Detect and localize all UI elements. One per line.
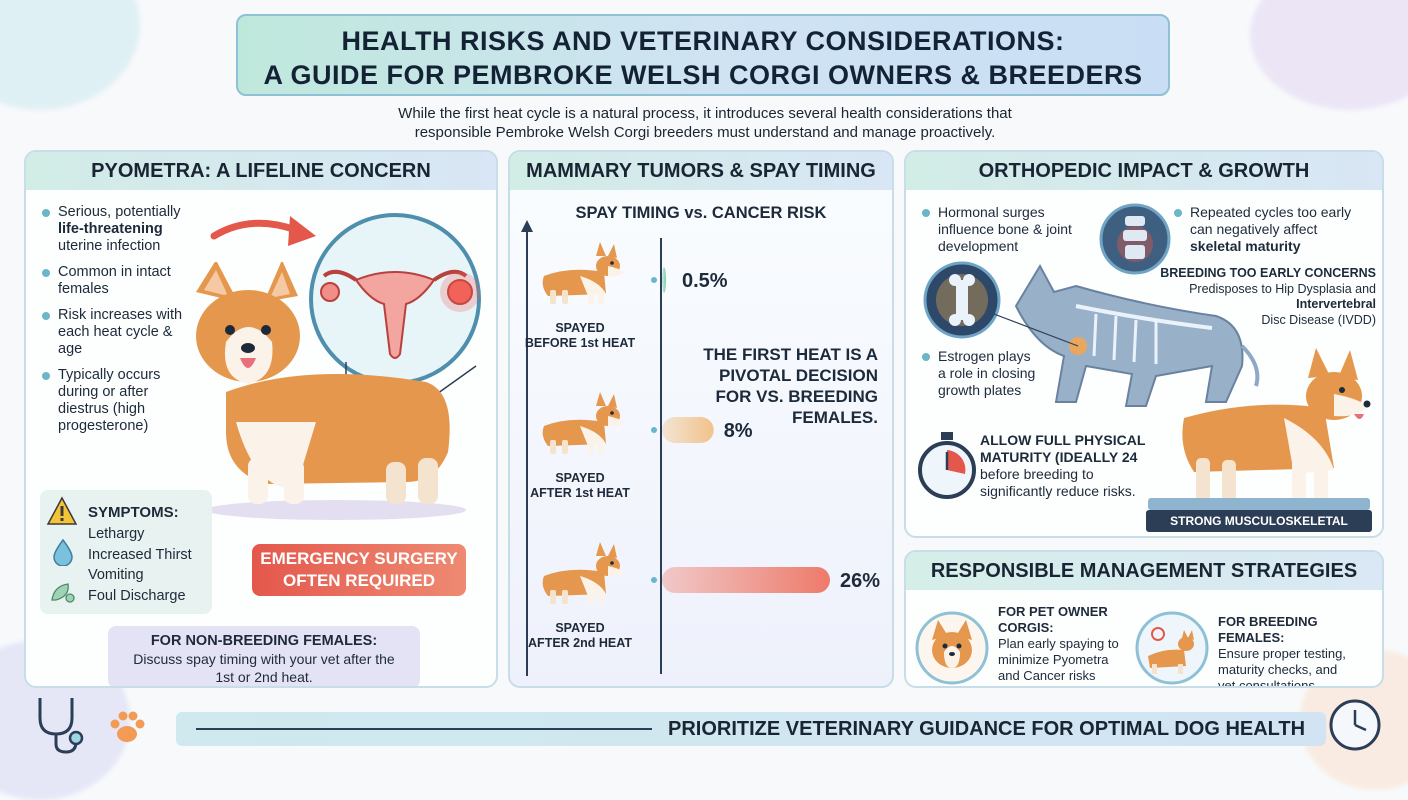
spine-icon: [1099, 203, 1171, 275]
mammary-panel: MAMMARY TUMORS & SPAY TIMING SPAY TIMING…: [508, 150, 894, 688]
bar-marker: [651, 427, 657, 433]
value-label: 8%: [724, 420, 753, 442]
title-banner: HEALTH RISKS AND VETERINARY CONSIDERATIO…: [236, 14, 1170, 96]
standing-corgi-illustration: [1182, 348, 1371, 504]
list-item: Estrogen plays a role in closing growth pl…: [922, 348, 1072, 399]
intro-line1: While the first heat cycle is a natural …: [398, 105, 1012, 122]
management-panel: RESPONSIBLE MANAGEMENT STRATEGIES FOR PE…: [904, 550, 1384, 688]
list-item: Hormonal surges influence bone & joint dev…: [922, 204, 1092, 255]
value-label: 0.5%: [682, 270, 728, 292]
category-label: BEFORE 1st HEAT: [525, 336, 636, 350]
repeated-bullet: Repeated cycles too early can negatively …: [1174, 204, 1374, 264]
bg-blob-top-right: [1250, 0, 1408, 110]
corgi-illustration: [196, 262, 466, 520]
mammary-title: MAMMARY TUMORS & SPAY TIMING: [510, 152, 892, 190]
small-corgi-icon: [542, 542, 624, 604]
orthopedic-panel: ORTHOPEDIC IMPACT & GROWTH Hormonal surg…: [904, 150, 1384, 538]
category-label: SPAYED: [555, 471, 604, 485]
leaf-icon: [51, 583, 75, 603]
breeding-corgi-avatar: [1135, 611, 1209, 685]
breeding-too-early: BREEDING TOO EARLY CONCERNS Predisposes …: [1160, 266, 1376, 327]
bar-marker: [651, 277, 657, 283]
pet-owner-strategy: FOR PET OWNER CORGIS: Plan early spaying…: [998, 604, 1119, 683]
category-label: SPAYED: [555, 321, 604, 335]
warning-icon: [46, 496, 78, 525]
list-item: Typically occurs during or after diestru…: [42, 367, 192, 435]
water-drop-icon: [53, 538, 73, 566]
paw-icon: [110, 711, 145, 742]
clock-icon: [1329, 699, 1381, 751]
hormonal-bullet: Hormonal surges influence bone & joint dev…: [922, 204, 1092, 264]
list-item: Foul Discharge: [88, 587, 186, 604]
page-title-line2: A GUIDE FOR PEMBROKE WELSH CORGI OWNERS …: [263, 60, 1143, 90]
strong-health-badge: STRONG MUSCULOSKELETAL HEALTH: [1146, 510, 1372, 532]
arrow-icon: [210, 216, 316, 246]
category-label: SPAYED: [555, 621, 604, 635]
chart-title: SPAY TIMING vs. CANCER RISK: [575, 204, 827, 222]
non-breeding-note: FOR NON-BREEDING FEMALES: Discuss spay t…: [108, 626, 420, 686]
list-item: Common in intact females: [42, 264, 192, 298]
risk-bar: [662, 267, 666, 293]
bone-icon: [923, 261, 1001, 339]
estrogen-bullet: Estrogen plays a role in closing growth pl…: [922, 348, 1072, 408]
small-corgi-icon: [542, 392, 624, 454]
bar-baseline: [660, 238, 662, 674]
emergency-badge: EMERGENCY SURGERY OFTEN REQUIRED: [252, 544, 466, 596]
stethoscope-icon: [38, 698, 84, 754]
intro-text: While the first heat cycle is a natural …: [360, 104, 1050, 142]
list-item: Vomiting: [88, 567, 144, 583]
small-corgi-icon: [542, 242, 624, 304]
list-item: Repeated cycles too early can negatively …: [1174, 204, 1374, 255]
health-pedestal: [1148, 498, 1370, 510]
list-item: Serious, potentially life-threatening uter…: [42, 204, 192, 255]
risk-bar: [662, 567, 830, 593]
pivotal-statement: THE FIRST HEAT IS A PIVOTAL DECISION FOR…: [703, 345, 878, 427]
category-label: AFTER 1st HEAT: [530, 486, 630, 500]
list-item: Risk increases with each heat cycle & ag…: [42, 307, 192, 358]
orthopedic-title: ORTHOPEDIC IMPACT & GROWTH: [906, 152, 1382, 190]
pet-corgi-avatar: [915, 611, 989, 685]
y-axis-arrow: [521, 220, 533, 676]
value-label: 26%: [840, 570, 880, 592]
allow-maturity-text: ALLOW FULL PHYSICAL MATURITY (IDEALLY 24…: [980, 432, 1146, 499]
risk-bar: [662, 417, 714, 443]
pyometra-bullets: Serious, potentially life-threatening uter…: [42, 204, 192, 444]
page-title-line1: HEALTH RISKS AND VETERINARY CONSIDERATIO…: [341, 26, 1065, 56]
list-item: Lethargy: [88, 526, 145, 542]
connector-line: [994, 313, 1079, 347]
bg-blob-top-left: [0, 0, 140, 110]
stopwatch-icon: [918, 432, 976, 499]
skeleton-dog-illustration: [1014, 263, 1260, 407]
footer-rule: [196, 728, 652, 730]
intro-line2: responsible Pembroke Welsh Corgi breeder…: [414, 124, 996, 141]
pyometra-panel: PYOMETRA: A LIFELINE CONCERN Serious, po…: [24, 150, 498, 688]
symptoms-title: SYMPTOMS:: [88, 504, 179, 521]
management-title: RESPONSIBLE MANAGEMENT STRATEGIES: [906, 552, 1382, 590]
pyometra-title: PYOMETRA: A LIFELINE CONCERN: [26, 152, 496, 190]
breeding-strategy: FOR BREEDING FEMALES: Ensure proper test…: [1218, 614, 1346, 688]
footer-text: PRIORITIZE VETERINARY GUIDANCE FOR OPTIM…: [668, 718, 1306, 740]
list-item: Increased Thirst: [88, 546, 192, 563]
bar-marker: [651, 577, 657, 583]
category-label: AFTER 2nd HEAT: [528, 636, 632, 650]
symptoms-list: Lethargy Increased Thirst Vomiting Foul …: [88, 524, 192, 606]
